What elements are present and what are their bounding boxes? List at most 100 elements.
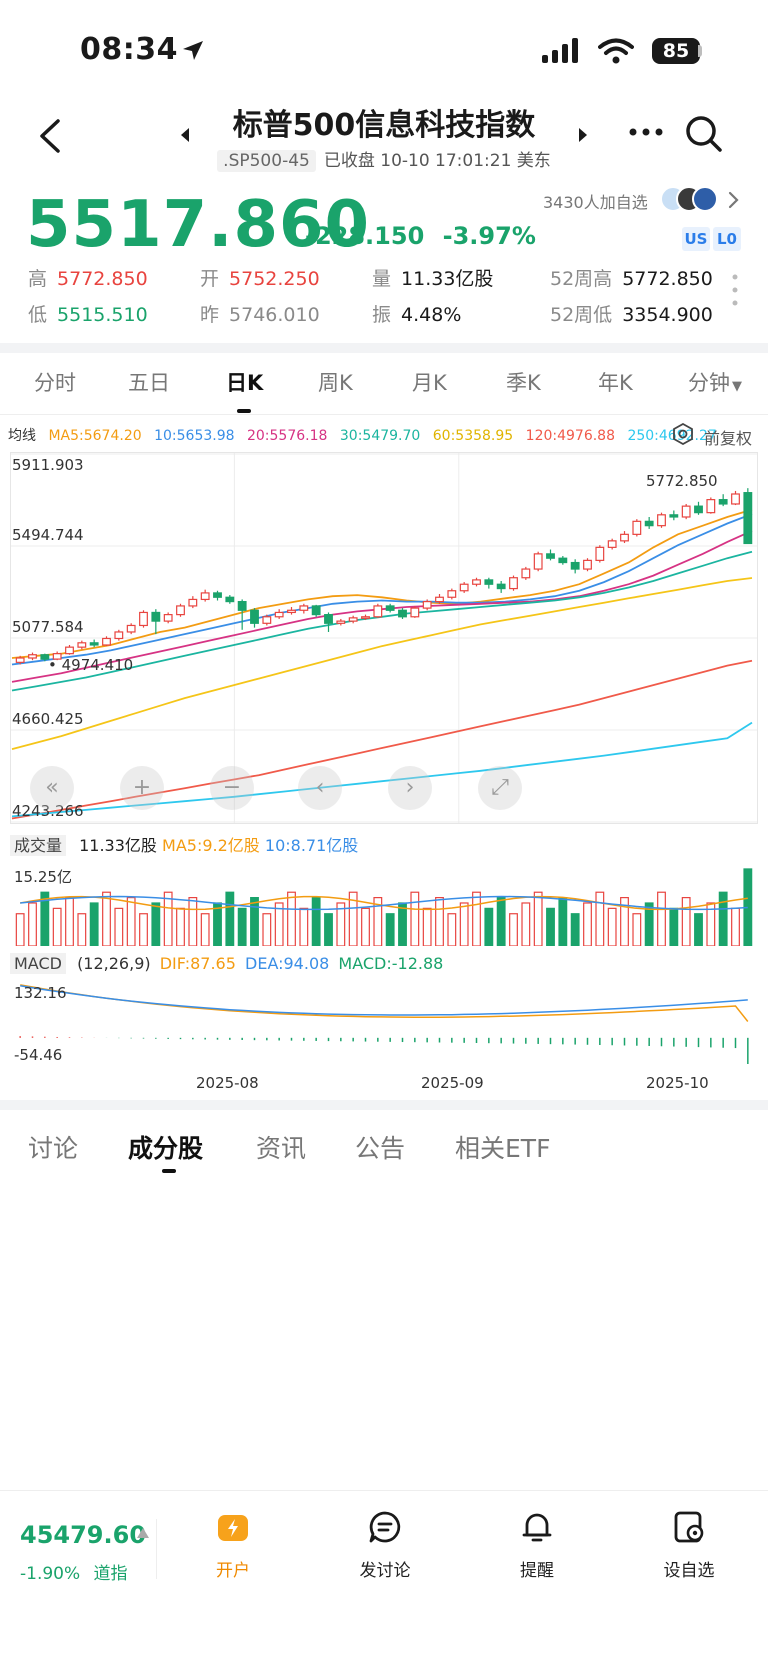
zoom-in-button[interactable]: +: [120, 766, 164, 810]
candle-body: [521, 568, 531, 579]
index-ticker-change: -1.90% 道指: [20, 1559, 128, 1584]
candle-body: [496, 583, 506, 590]
stat-high: 高 5772.850: [28, 264, 148, 291]
stat-label: 量: [372, 268, 392, 290]
volume-bar: [299, 907, 309, 946]
candle-body: [472, 579, 481, 585]
x-axis-label: 2025-09: [421, 1074, 484, 1092]
stat-value: 11.33亿股: [401, 268, 494, 290]
tab-discussion[interactable]: 讨论: [28, 1134, 79, 1163]
fullscreen-button[interactable]: ⤢: [478, 766, 522, 810]
chat-bubble-icon: [369, 1511, 401, 1543]
tab-daily-k[interactable]: 日K: [226, 371, 264, 395]
ma30-label: 30:5479.70: [339, 428, 421, 444]
expand-dots-icon[interactable]: [730, 272, 740, 312]
volume-bar: [583, 902, 592, 946]
follower-avatars[interactable]: [660, 186, 720, 214]
candle-body: [225, 596, 235, 603]
candle-body: [311, 605, 321, 616]
candle-body: [410, 607, 420, 618]
ma5-label: MA5:5674.20: [48, 428, 142, 444]
volume-bar: [694, 913, 703, 946]
scroll-left-button[interactable]: ‹: [298, 766, 342, 810]
up-triangle-icon: [137, 1528, 149, 1538]
adjust-mode-label[interactable]: 前复权: [704, 429, 753, 448]
bottom-bar-separator: [156, 1519, 157, 1579]
ma-legend-title: 均线: [8, 428, 36, 444]
index-ticker-value[interactable]: 45479.60: [20, 1521, 147, 1549]
ma10-label: 10:5653.98: [154, 428, 235, 444]
wifi-icon: [598, 38, 634, 64]
volume-bar: [336, 902, 346, 946]
volume-bar: [200, 913, 210, 946]
tab-five-day[interactable]: 五日: [128, 371, 170, 395]
tab-news[interactable]: 资讯: [256, 1134, 307, 1163]
next-index-icon[interactable]: [576, 126, 590, 144]
scroll-right-button[interactable]: ›: [388, 766, 432, 810]
volume-bar: [176, 907, 185, 946]
add-watchlist-button[interactable]: 设自选: [634, 1509, 744, 1581]
tab-quarterly-k[interactable]: 季K: [506, 371, 541, 395]
scroll-fast-left-button[interactable]: «: [30, 766, 74, 810]
stat-label: 昨: [200, 304, 220, 326]
volume-bar: [620, 897, 629, 946]
tab-minute-label: 分钟: [688, 371, 730, 395]
post-discussion-button[interactable]: 发讨论: [330, 1509, 440, 1581]
stat-label: 52周高: [550, 268, 613, 290]
zoom-out-button[interactable]: −: [210, 766, 254, 810]
candle-body: [546, 553, 555, 559]
x-axis-label: 2025-10: [646, 1074, 709, 1092]
candle-body: [583, 559, 592, 570]
volume-bar: [398, 902, 407, 946]
candle-body: [40, 654, 50, 660]
prev-index-icon[interactable]: [178, 126, 192, 144]
volume-chart[interactable]: [10, 860, 758, 946]
candle-body: [632, 520, 642, 535]
volume-bar: [262, 913, 272, 946]
price-axis-label: 5494.744: [12, 526, 84, 544]
ticker-code: .SP500-45: [217, 150, 316, 172]
candlestick-chart[interactable]: [10, 452, 758, 824]
volume-bar: [163, 891, 173, 946]
section-divider: [0, 1100, 768, 1110]
price-change: -228.150 -3.97%: [305, 222, 536, 250]
stat-volume: 量 11.33亿股: [372, 264, 493, 291]
stat-label: 高: [28, 268, 48, 290]
stat-label: 低: [28, 304, 48, 326]
volume-bar: [533, 891, 543, 946]
search-icon[interactable]: [684, 114, 724, 154]
candle-body: [447, 590, 457, 598]
candle-body: [533, 553, 543, 570]
tab-constituents[interactable]: 成分股: [128, 1134, 204, 1163]
tab-minute[interactable]: 分钟 ▼: [688, 367, 742, 397]
tab-announcements[interactable]: 公告: [355, 1134, 406, 1163]
stat-open: 开 5752.250: [200, 264, 320, 291]
market-status: 已收盘 10-10 17:01:21 美东: [323, 151, 551, 171]
tab-monthly-k[interactable]: 月K: [412, 371, 447, 395]
ma-line-ma120: [11, 659, 753, 820]
index-change-pct: -1.90%: [20, 1564, 81, 1584]
more-icon[interactable]: [628, 126, 664, 138]
ma-legend: 均线 MA5:5674.20 10:5653.98 20:5576.18 30:…: [8, 425, 725, 445]
bolt-wallet-icon: [218, 1515, 248, 1541]
tab-yearly-k[interactable]: 年K: [598, 371, 633, 395]
chevron-right-icon[interactable]: [726, 190, 740, 210]
macd-chart[interactable]: [10, 980, 758, 1064]
adjust-settings-icon[interactable]: [672, 423, 694, 445]
candle-body: [52, 653, 62, 660]
candle-body: [262, 616, 272, 624]
volume-bar: [410, 891, 420, 946]
tab-intraday[interactable]: 分时: [34, 371, 76, 395]
ma-line-ma250: [11, 721, 753, 818]
alert-button[interactable]: 提醒: [482, 1509, 592, 1581]
candle-body: [595, 546, 605, 561]
tab-related-etf[interactable]: 相关ETF: [455, 1134, 551, 1163]
back-arrow-icon[interactable]: [36, 118, 64, 154]
tab-weekly-k[interactable]: 周K: [318, 371, 353, 395]
candle-body: [77, 642, 87, 648]
price-axis-label: 5911.903: [12, 456, 84, 474]
open-account-button[interactable]: 开户: [178, 1509, 288, 1581]
battery-indicator: 85: [652, 38, 700, 64]
volume-bar: [718, 891, 728, 946]
volume-bar: [139, 913, 148, 946]
